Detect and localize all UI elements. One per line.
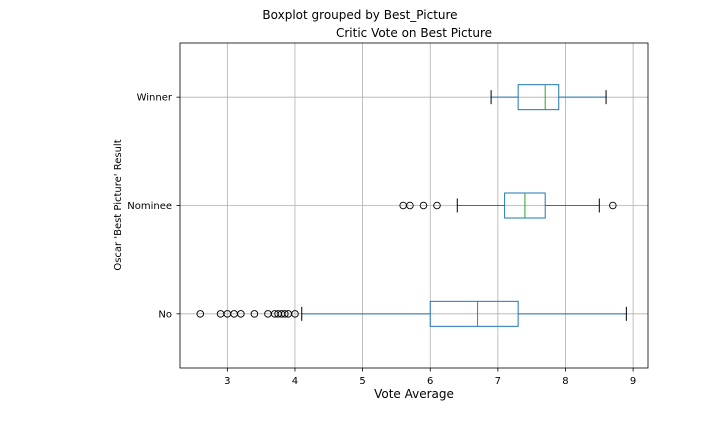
outlier-point [250, 310, 259, 318]
box-iqr [517, 84, 560, 111]
plot-frame [179, 42, 649, 369]
outlier-point [609, 201, 617, 210]
boxes [196, 84, 627, 327]
x-tick-label: 6 [427, 376, 433, 387]
x-tick-label: 5 [359, 376, 365, 387]
x-tick-label: 3 [224, 376, 230, 387]
outlier-point [281, 310, 289, 318]
box-iqr [429, 300, 519, 327]
outlier-point [406, 201, 414, 210]
x-tick-label: 9 [630, 376, 636, 387]
outlier-point [291, 310, 299, 318]
outlier-point [433, 201, 441, 210]
axis-ticks: 3 4 5 6 7 8 9 No Nominee Winner [127, 93, 636, 387]
x-axis-label: Vote Average [374, 387, 454, 401]
chart-title: Critic Vote on Best Picture [336, 26, 492, 40]
x-tick-label: 7 [495, 376, 501, 387]
y-tick-label: Nominee [127, 201, 172, 212]
y-tick-label: No [158, 309, 172, 320]
y-tick-label: Winner [137, 93, 173, 104]
outlier-point [419, 201, 428, 210]
x-tick-label: 4 [292, 376, 298, 387]
outlier-point [237, 310, 245, 318]
x-tick-label: 8 [562, 376, 568, 387]
outlier-point [196, 310, 205, 318]
y-axis-label: Oscar 'Best Picture' Result [113, 139, 124, 270]
chart-suptitle: Boxplot grouped by Best_Picture [262, 8, 457, 22]
